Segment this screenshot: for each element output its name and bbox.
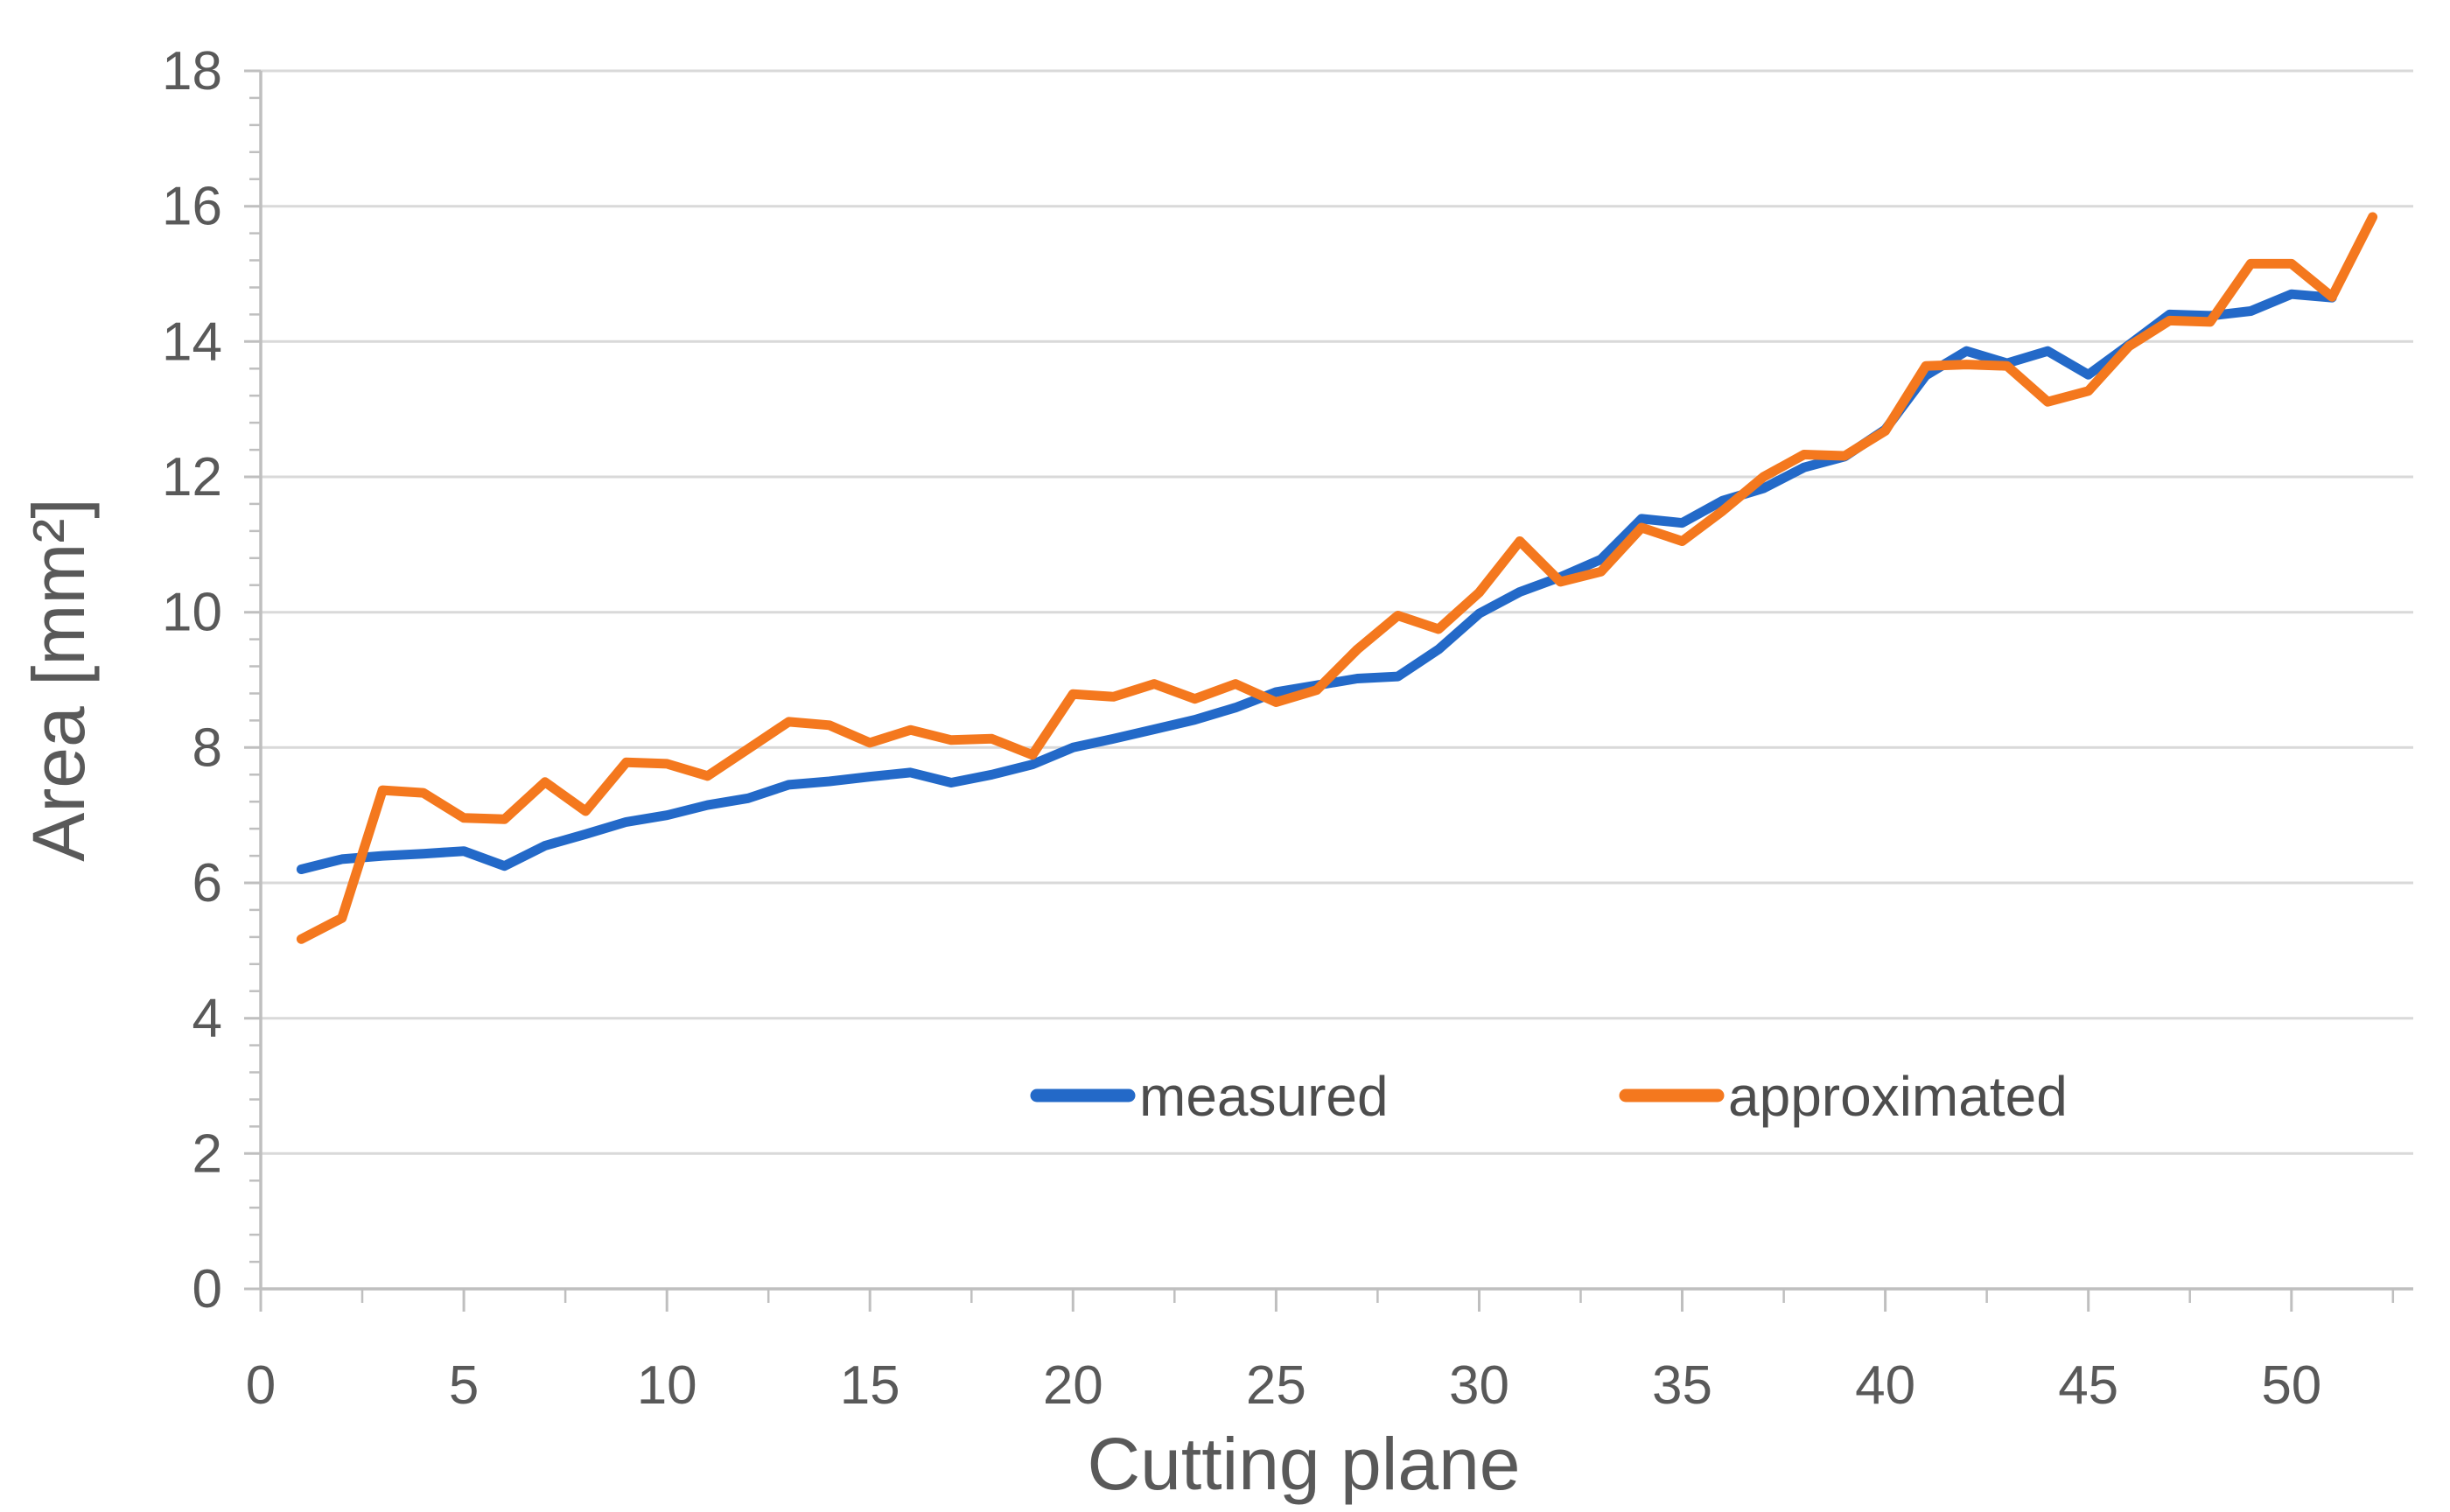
series-approximated-line (296, 212, 2378, 944)
y-tick-label: 12 (162, 447, 222, 508)
legend-label-approximated: approximated (1728, 1065, 2068, 1128)
y-tick-label: 4 (192, 989, 222, 1049)
y-axis-tick-labels: 0 2 4 6 8 10 12 14 16 18 (162, 41, 222, 1320)
y-tick-label: 16 (162, 177, 222, 237)
x-tick-label: 10 (637, 1355, 697, 1416)
y-tick-label: 6 (192, 853, 222, 914)
y-tick-label: 18 (162, 41, 222, 102)
x-tick-label: 5 (449, 1355, 479, 1416)
axis-ticks (244, 69, 2395, 1312)
x-tick-label: 45 (2058, 1355, 2118, 1416)
x-axis-title: Cutting plane (1087, 1423, 1520, 1505)
gridlines (261, 69, 2413, 1155)
x-tick-label: 15 (840, 1355, 900, 1416)
x-tick-label: 40 (1855, 1355, 1915, 1416)
y-tick-label: 14 (162, 312, 222, 372)
axes (259, 71, 2413, 1291)
y-axis-title: Area [mm²] (18, 498, 100, 861)
x-tick-label: 20 (1043, 1355, 1103, 1416)
x-tick-label: 30 (1449, 1355, 1509, 1416)
y-tick-label: 2 (192, 1124, 222, 1184)
legend-label-measured: measured (1139, 1065, 1389, 1128)
x-axis-tick-labels: 0 5 10 15 20 25 30 35 40 45 50 (246, 1355, 2322, 1416)
y-tick-label: 8 (192, 718, 222, 778)
x-tick-label: 35 (1652, 1355, 1712, 1416)
y-tick-label: 10 (162, 583, 222, 643)
y-tick-label: 0 (192, 1259, 222, 1320)
x-tick-label: 50 (2261, 1355, 2321, 1416)
x-tick-label: 25 (1246, 1355, 1306, 1416)
legend: measured approximated (1030, 1065, 2068, 1128)
data-series (296, 212, 2378, 944)
x-tick-label: 0 (246, 1355, 276, 1416)
